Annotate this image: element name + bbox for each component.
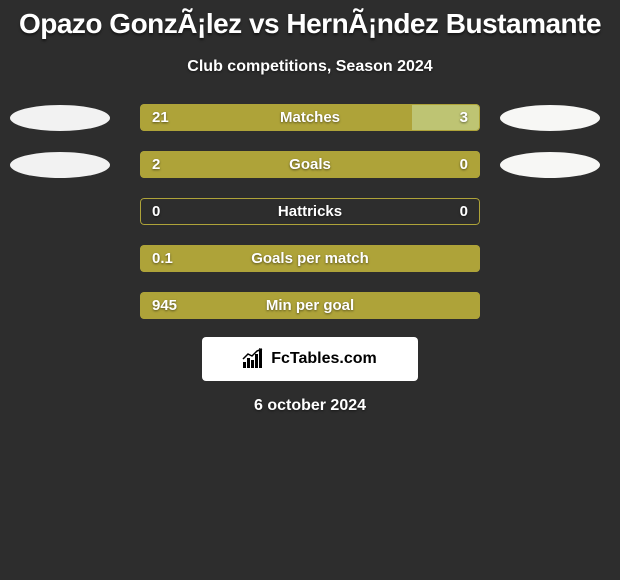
brand-badge: FcTables.com [202,337,418,381]
metric-label: Min per goal [266,297,354,314]
comparison-infographic: Opazo GonzÃ¡lez vs HernÃ¡ndez Bustamante… [0,0,620,415]
value-right: 0 [460,203,468,220]
date-label: 6 october 2024 [0,397,620,415]
comparison-bar: 945 Min per goal [140,292,480,319]
player-right-oval [500,152,600,178]
bar-right-fill [412,104,480,131]
metric-row: 945 Min per goal [0,292,620,319]
value-left: 945 [152,297,177,314]
value-right: 3 [460,109,468,126]
bar-left-fill [140,104,412,131]
value-left: 21 [152,109,169,126]
comparison-bar: 2 0 Goals [140,151,480,178]
player-right-oval [500,105,600,131]
page-title: Opazo GonzÃ¡lez vs HernÃ¡ndez Bustamante [0,8,620,40]
comparison-bar: 0 0 Hattricks [140,198,480,225]
metric-rows: 21 3 Matches 2 0 Goals 0 0 Hattricks 0.1 Goals per… [0,104,620,319]
subtitle: Club competitions, Season 2024 [0,58,620,76]
player-left-oval [10,105,110,131]
value-left: 0.1 [152,250,173,267]
metric-row: 21 3 Matches [0,104,620,131]
metric-row: 2 0 Goals [0,151,620,178]
value-right: 0 [460,156,468,173]
brand-text: FcTables.com [271,350,377,368]
metric-label: Matches [280,109,340,126]
value-left: 2 [152,156,160,173]
metric-row: 0 0 Hattricks [0,198,620,225]
comparison-bar: 0.1 Goals per match [140,245,480,272]
metric-row: 0.1 Goals per match [0,245,620,272]
brand-chart-icon [243,350,265,368]
metric-label: Goals [289,156,331,173]
value-left: 0 [152,203,160,220]
metric-label: Goals per match [251,250,369,267]
comparison-bar: 21 3 Matches [140,104,480,131]
player-left-oval [10,152,110,178]
metric-label: Hattricks [278,203,342,220]
